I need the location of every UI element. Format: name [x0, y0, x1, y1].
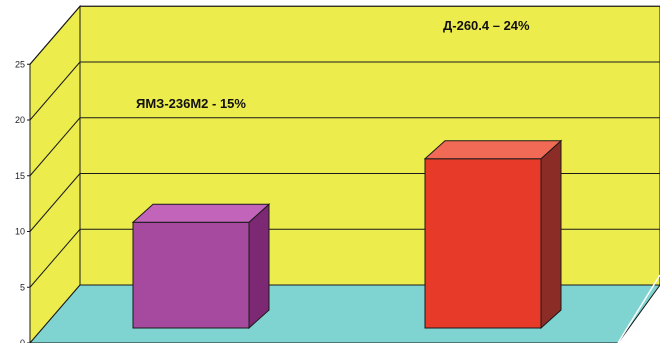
y-axis-tick-labels: 0 5 10 15 20 25	[15, 59, 30, 343]
bar-1	[131, 203, 271, 330]
bar-top-face	[423, 140, 563, 160]
gridline-diagonal	[29, 228, 81, 288]
y-tick-label: 5	[20, 282, 25, 292]
gridline-diagonal	[29, 5, 81, 65]
bar-side-face	[248, 203, 270, 330]
y-tick-label: 0	[20, 338, 25, 343]
floor-plane	[29, 284, 660, 343]
data-label-1: ЯМЗ-236М2 - 15%	[136, 96, 246, 111]
y-tick-label: 15	[15, 171, 25, 181]
gridline-diagonal	[29, 61, 81, 121]
data-label-2: Д-260.4 – 24%	[443, 18, 530, 33]
side-wall	[29, 4, 81, 343]
gridline-diagonal	[29, 173, 81, 232]
y-tick-label: 10	[15, 227, 25, 237]
bar-2	[423, 139, 563, 330]
gridline-diagonal	[29, 117, 81, 177]
bar-side-face	[540, 139, 562, 330]
bars	[131, 139, 563, 330]
gridlines	[29, 5, 660, 288]
y-tick-label: 25	[15, 59, 25, 69]
y-tick-label: 20	[15, 115, 25, 125]
bar-front-face	[424, 158, 542, 329]
bar-front-face	[132, 221, 250, 329]
bar-top-face	[131, 203, 271, 223]
data-labels: ЯМЗ-236М2 - 15% Д-260.4 – 24%	[136, 18, 530, 111]
chart-floor	[29, 274, 660, 343]
floor-edge	[617, 274, 660, 343]
